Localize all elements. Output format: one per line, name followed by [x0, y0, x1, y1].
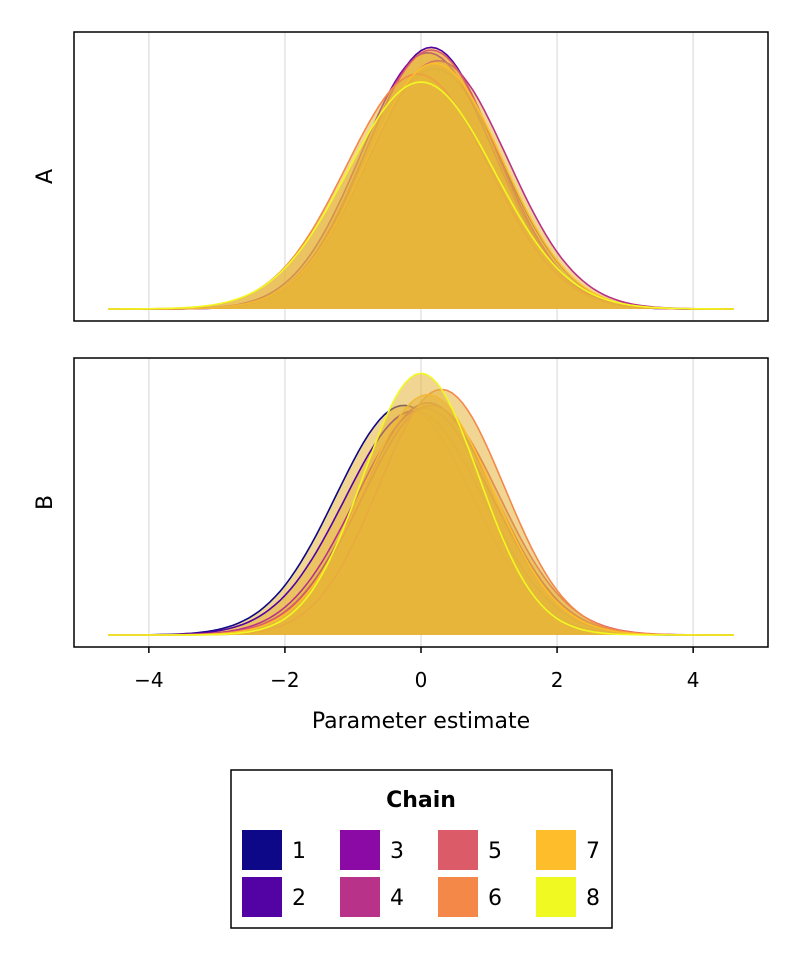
legend-label-2: 2 — [292, 886, 306, 911]
legend-swatch-1 — [242, 830, 282, 870]
legend-label-7: 7 — [586, 839, 600, 864]
x-tick-label: −2 — [270, 668, 299, 692]
legend-label-5: 5 — [488, 839, 502, 864]
panel-a: A — [33, 31, 769, 322]
density-line-chain-8 — [108, 81, 734, 310]
legend-swatch-8 — [536, 877, 576, 917]
x-axis-label: Parameter estimate — [312, 709, 530, 734]
x-tick-label: 0 — [415, 668, 428, 692]
legend: Chain 1 2 3 4 5 6 7 8 — [230, 769, 613, 929]
density-fill-chain-8 — [108, 373, 734, 635]
plot-frame — [73, 31, 769, 322]
legend-label-1: 1 — [292, 839, 306, 864]
x-axis-ticks: −4 −2 0 2 4 — [134, 647, 700, 692]
density-line-chain-8 — [108, 372, 734, 636]
legend-label-4: 4 — [390, 886, 404, 911]
legend-title: Chain — [386, 788, 456, 813]
legend-entries: 1 2 3 4 5 6 7 8 — [242, 830, 600, 917]
legend-label-3: 3 — [390, 839, 404, 864]
panel-label-a: A — [33, 169, 58, 184]
x-tick-label: 2 — [551, 668, 564, 692]
x-tick-label: −4 — [134, 668, 163, 692]
legend-swatch-5 — [438, 830, 478, 870]
legend-label-6: 6 — [488, 886, 502, 911]
legend-label-8: 8 — [586, 886, 600, 911]
legend-swatch-7 — [536, 830, 576, 870]
legend-swatch-4 — [340, 877, 380, 917]
density-fill-chain-8 — [108, 82, 734, 309]
legend-swatch-3 — [340, 830, 380, 870]
x-tick-label: 4 — [687, 668, 700, 692]
legend-swatch-6 — [438, 877, 478, 917]
panel-b: B — [33, 357, 769, 648]
panel-label-b: B — [33, 495, 58, 510]
legend-swatch-2 — [242, 877, 282, 917]
